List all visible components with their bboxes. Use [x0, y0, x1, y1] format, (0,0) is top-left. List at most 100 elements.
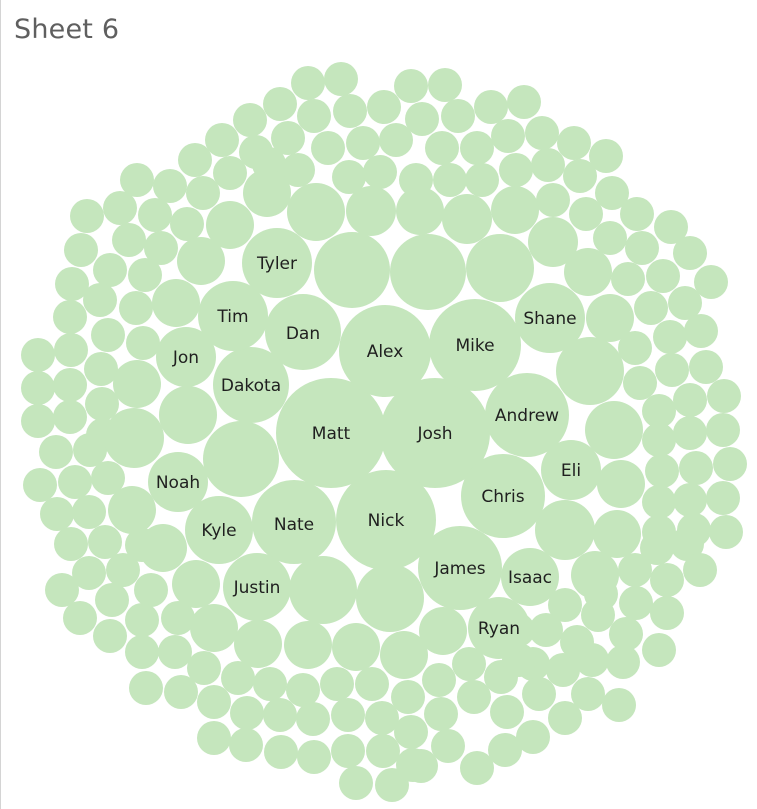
bubble[interactable]	[593, 221, 627, 255]
bubble[interactable]	[419, 607, 467, 655]
bubble[interactable]	[653, 320, 687, 354]
bubble[interactable]	[21, 371, 55, 405]
bubble[interactable]	[491, 186, 539, 234]
bubble[interactable]	[58, 465, 92, 499]
bubble[interactable]	[21, 338, 55, 372]
bubble[interactable]	[640, 531, 674, 565]
bubble[interactable]	[91, 461, 125, 495]
bubble[interactable]	[159, 386, 217, 444]
bubble-tim[interactable]	[198, 281, 268, 351]
bubble-mike[interactable]	[429, 299, 521, 391]
bubble[interactable]	[595, 176, 629, 210]
bubble[interactable]	[365, 701, 399, 735]
bubble[interactable]	[112, 223, 146, 257]
bubble[interactable]	[525, 116, 559, 150]
bubble[interactable]	[694, 265, 728, 299]
bubble[interactable]	[73, 433, 107, 467]
bubble[interactable]	[333, 94, 367, 128]
bubble[interactable]	[625, 231, 659, 265]
bubble[interactable]	[263, 698, 297, 732]
bubble[interactable]	[158, 635, 192, 669]
bubble[interactable]	[234, 620, 282, 668]
bubble[interactable]	[177, 237, 225, 285]
bubble[interactable]	[263, 87, 297, 121]
bubble[interactable]	[95, 583, 129, 617]
bubble[interactable]	[623, 366, 657, 400]
bubble[interactable]	[428, 68, 462, 102]
bubble[interactable]	[83, 283, 117, 317]
bubble[interactable]	[609, 617, 643, 651]
bubble[interactable]	[585, 401, 643, 459]
bubble[interactable]	[367, 90, 401, 124]
bubble[interactable]	[88, 525, 122, 559]
bubble[interactable]	[164, 675, 198, 709]
bubble[interactable]	[557, 126, 591, 160]
bubble[interactable]	[425, 131, 459, 165]
bubble[interactable]	[152, 279, 200, 327]
bubble[interactable]	[474, 90, 508, 124]
bubble[interactable]	[206, 201, 254, 249]
bubble[interactable]	[442, 194, 492, 244]
bubble[interactable]	[441, 99, 475, 133]
bubble[interactable]	[103, 191, 137, 225]
bubble[interactable]	[187, 651, 221, 685]
bubble[interactable]	[197, 685, 231, 719]
bubble[interactable]	[264, 735, 298, 769]
bubble[interactable]	[355, 667, 389, 701]
bubble[interactable]	[642, 633, 676, 667]
bubble[interactable]	[618, 331, 652, 365]
bubble[interactable]	[297, 740, 331, 774]
bubble[interactable]	[556, 337, 624, 405]
bubble[interactable]	[673, 416, 707, 450]
bubble[interactable]	[684, 314, 718, 348]
bubble[interactable]	[129, 671, 163, 705]
bubble[interactable]	[713, 447, 747, 481]
bubble[interactable]	[531, 148, 565, 182]
bubble[interactable]	[535, 500, 595, 560]
bubble[interactable]	[654, 210, 688, 244]
bubble[interactable]	[683, 553, 717, 587]
bubble[interactable]	[507, 85, 541, 119]
bubble[interactable]	[642, 423, 676, 457]
bubble-ryan[interactable]	[468, 597, 530, 659]
bubble[interactable]	[431, 729, 465, 763]
bubble[interactable]	[113, 360, 161, 408]
bubble[interactable]	[522, 677, 556, 711]
bubble[interactable]	[571, 551, 619, 599]
bubble[interactable]	[620, 197, 654, 231]
bubble[interactable]	[650, 596, 684, 630]
bubble[interactable]	[460, 751, 494, 785]
bubble[interactable]	[490, 695, 524, 729]
bubble[interactable]	[287, 183, 345, 241]
bubble[interactable]	[405, 102, 439, 136]
bubble[interactable]	[39, 435, 73, 469]
bubble[interactable]	[491, 119, 525, 153]
bubble[interactable]	[85, 387, 119, 421]
bubble[interactable]	[64, 233, 98, 267]
bubble[interactable]	[466, 234, 534, 302]
bubble[interactable]	[125, 603, 159, 637]
bubble-dakota[interactable]	[213, 347, 289, 423]
bubble-justin[interactable]	[223, 553, 291, 621]
bubble[interactable]	[546, 653, 580, 687]
bubble[interactable]	[286, 673, 320, 707]
bubble[interactable]	[673, 383, 707, 417]
bubble[interactable]	[213, 156, 247, 190]
bubble[interactable]	[668, 286, 702, 320]
bubble[interactable]	[548, 588, 582, 622]
bubble[interactable]	[243, 169, 291, 217]
bubble[interactable]	[379, 123, 413, 157]
bubble[interactable]	[433, 163, 467, 197]
bubble[interactable]	[646, 259, 680, 293]
bubble[interactable]	[689, 350, 723, 384]
bubble-josh[interactable]	[380, 378, 490, 488]
bubble[interactable]	[63, 601, 97, 635]
bubble[interactable]	[203, 421, 279, 497]
bubble[interactable]	[331, 734, 365, 768]
bubble[interactable]	[104, 408, 164, 468]
bubble[interactable]	[54, 333, 88, 367]
bubble[interactable]	[230, 696, 264, 730]
bubble[interactable]	[253, 667, 287, 701]
bubble[interactable]	[560, 625, 594, 659]
bubble[interactable]	[339, 766, 373, 800]
